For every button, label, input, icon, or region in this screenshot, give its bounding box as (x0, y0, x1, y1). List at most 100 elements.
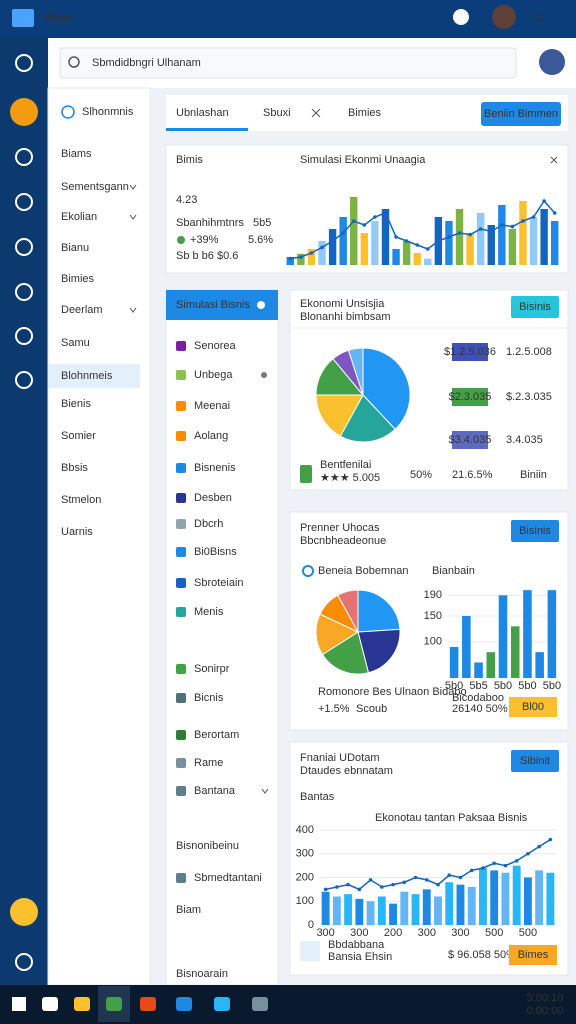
rail-badge (10, 898, 38, 926)
bar (381, 209, 390, 265)
line-point (436, 882, 440, 887)
side-panel-title: Simulasi Bisnis (176, 299, 250, 311)
card-title: Fnaniai UDotam (300, 752, 379, 764)
nav-item[interactable]: Bienis (61, 398, 91, 410)
tab[interactable]: Sbuxi (263, 107, 291, 119)
tab[interactable]: Bimies (348, 107, 382, 119)
bar (411, 894, 420, 925)
card-button[interactable] (511, 296, 559, 318)
card-footer-text: 21.6.5% (452, 469, 493, 481)
line-point (368, 878, 373, 882)
taskbar-icon[interactable] (176, 997, 192, 1011)
search-input[interactable] (59, 47, 517, 79)
nav-item[interactable]: Sementsgann (61, 181, 129, 193)
badge-label: Bimes (518, 949, 549, 961)
line-point (425, 247, 430, 251)
nav-item[interactable]: Bianu (61, 242, 89, 254)
taskbar-icon[interactable] (140, 997, 156, 1011)
chart-annotation: Ekonotau tantan Paksaa Bisnis (375, 812, 528, 824)
panel-item[interactable]: Sbroteiain (194, 577, 244, 589)
bar (474, 662, 483, 678)
nav-item[interactable]: Ekolian (61, 211, 97, 223)
nav-item[interactable]: Somier (61, 430, 96, 442)
panel-item[interactable]: Bisnonibeinu (176, 840, 239, 852)
bar (371, 221, 379, 265)
panel-item[interactable]: Unbega (194, 369, 233, 381)
panel-item[interactable]: Sonirpr (194, 663, 230, 675)
panel-item[interactable]: Meenai (194, 400, 230, 412)
rail-home (10, 98, 38, 126)
card-button[interactable] (511, 520, 559, 542)
line-point (514, 859, 519, 863)
card-footer-text: Biniin (520, 469, 547, 481)
taskbar-icon[interactable] (252, 997, 268, 1011)
rail-icon (15, 54, 33, 72)
panel-item[interactable]: Bisnenis (194, 462, 236, 474)
nav-item[interactable]: Bbsis (61, 462, 88, 474)
x-tick-label: 300 (350, 927, 368, 939)
line-point (346, 882, 350, 887)
taskbar-icon[interactable] (74, 997, 90, 1011)
legend-value: $.2.3.035 (506, 391, 552, 403)
bar (535, 652, 544, 678)
clock-date: 0:00:00 (527, 1005, 564, 1017)
legend-label: $1.2.5.036 (444, 346, 496, 358)
card-button-label: Bisinis (519, 525, 551, 537)
x-tick-label: 5b0 (518, 680, 536, 692)
tab-button[interactable] (481, 102, 561, 126)
line-point (335, 885, 339, 889)
nav-item[interactable]: Deerlam (61, 304, 103, 316)
line-point (351, 219, 356, 223)
nav-item[interactable]: Stmelon (61, 494, 101, 506)
x-tick-label: 300 (418, 927, 436, 939)
panel-item[interactable]: Rame (194, 757, 223, 769)
taskbar-icon[interactable] (106, 997, 122, 1011)
panel-item[interactable]: Senorea (194, 340, 236, 352)
nav-item[interactable]: Blohnmeis (61, 370, 113, 382)
y-tick-label: 300 (296, 848, 314, 860)
taskbar-icon[interactable] (214, 997, 230, 1011)
panel-item[interactable]: Berortam (194, 729, 239, 741)
tab[interactable]: Ubnlashan (176, 107, 229, 119)
nav-item[interactable]: Slhonmnis (82, 106, 134, 118)
app-title: Bisnis (44, 12, 74, 24)
nav-item[interactable]: Bimies (61, 273, 95, 285)
panel-item[interactable]: Dbcrh (194, 518, 223, 530)
line-point (402, 880, 407, 885)
card-button[interactable] (511, 750, 559, 772)
panel-item[interactable]: Bantana (194, 785, 236, 797)
line-point (323, 887, 328, 892)
line-point (469, 868, 474, 873)
footer-icon (300, 465, 312, 483)
bar (498, 205, 506, 265)
bar (449, 647, 459, 678)
panel-item[interactable]: Menis (194, 606, 224, 618)
taskbar-icon[interactable] (42, 997, 58, 1011)
bar (508, 229, 517, 265)
panel-item[interactable]: Biam (176, 904, 201, 916)
line-point (468, 232, 472, 237)
line-point (391, 882, 395, 887)
panel-item[interactable]: Bi0Bisns (194, 546, 237, 558)
bar (355, 898, 364, 925)
panel-item[interactable]: Aolang (194, 430, 228, 442)
panel-item[interactable]: Bicnis (194, 692, 224, 704)
rail-icon (15, 371, 33, 389)
panel-icon (176, 547, 186, 557)
panel-item[interactable]: Desben (194, 492, 232, 504)
card-footer-text: Scoub (356, 703, 387, 715)
nav-item[interactable]: Uarnis (61, 526, 93, 538)
bar (456, 884, 465, 925)
bar (523, 590, 532, 678)
nav-item[interactable]: Biams (61, 148, 92, 160)
x-tick-label: 5b0 (445, 680, 463, 692)
panel-icon (176, 493, 186, 503)
rail-icon (15, 148, 33, 166)
pie-slice (337, 589, 359, 633)
panel-item[interactable]: Sbmedtantani (194, 872, 262, 884)
nav-item[interactable]: Samu (61, 337, 90, 349)
line-point (380, 885, 384, 889)
line-point (548, 837, 553, 842)
pie-label-icon (302, 565, 314, 577)
start-button[interactable] (12, 997, 26, 1011)
